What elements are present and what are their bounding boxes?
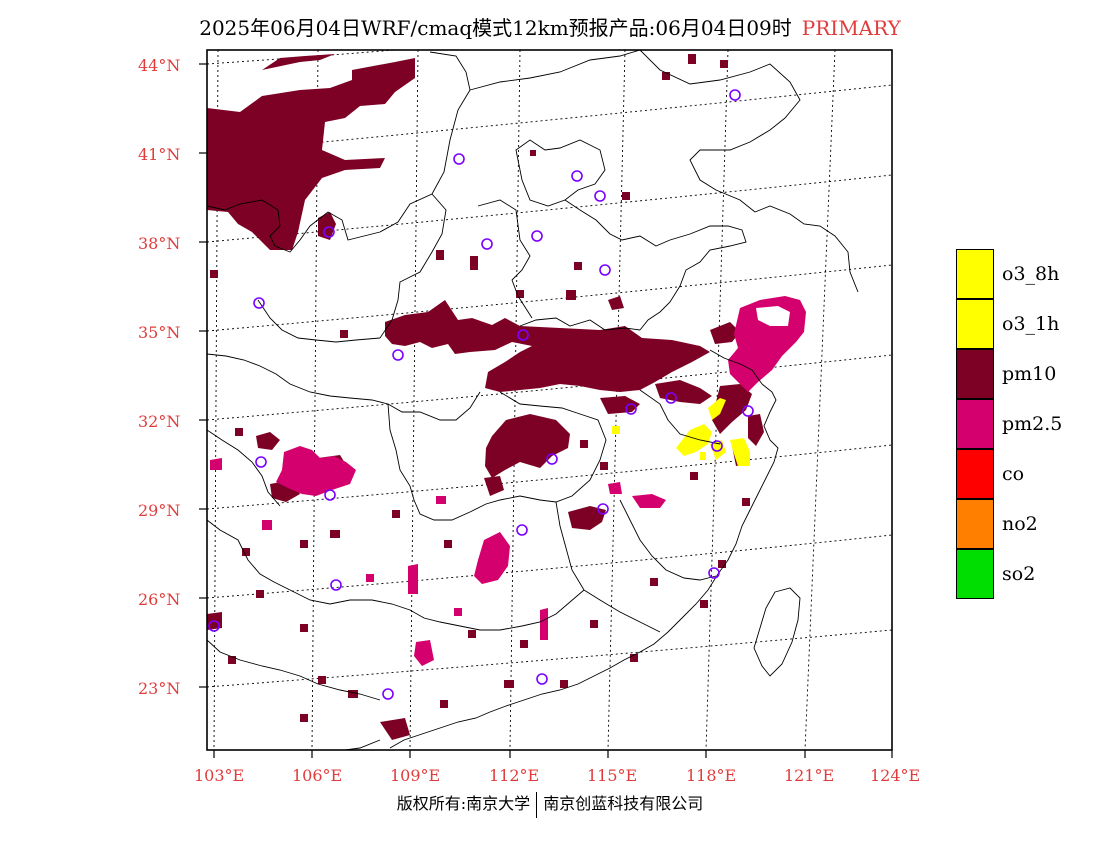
lat-label-38: 38°N [138, 234, 181, 253]
legend-item-co: co [956, 449, 1096, 499]
legend-item-so2: so2 [956, 549, 1096, 599]
legend-label: so2 [1002, 563, 1036, 585]
legend-swatch [956, 349, 994, 399]
legend-label: o3_1h [1002, 313, 1060, 335]
lon-label-106: 106°E [292, 766, 343, 785]
copyright-right: 南京创蓝科技有限公司 [543, 794, 704, 813]
lat-label-23: 23°N [138, 679, 181, 698]
lon-label-103: 103°E [194, 766, 245, 785]
lon-label-118: 118°E [686, 766, 737, 785]
map-title: 2025年06月04日WRF/cmaq模式12km预报产品:06月04日09时 P… [0, 12, 1100, 41]
legend-item-pm10: pm10 [956, 349, 1096, 399]
legend-item-o3-8h: o3_8h [956, 249, 1096, 299]
map-frame [206, 49, 893, 751]
legend-item-no2: no2 [956, 499, 1096, 549]
copyright-separator [536, 791, 538, 818]
legend-label: no2 [1002, 513, 1038, 535]
variable-label: PRIMARY [801, 16, 901, 40]
legend-label: o3_8h [1002, 263, 1060, 285]
copyright-left: 版权所有:南京大学 [396, 794, 531, 813]
legend-label: co [1002, 463, 1025, 485]
lon-label-109: 109°E [390, 766, 441, 785]
lat-label-26: 26°N [138, 590, 181, 609]
legend-swatch [956, 249, 994, 299]
lon-label-124: 124°E [870, 766, 921, 785]
lat-label-41: 41°N [138, 145, 181, 164]
legend-swatch [956, 549, 994, 599]
legend-swatch [956, 499, 994, 549]
lat-label-35: 35°N [138, 323, 181, 342]
legend-swatch [956, 449, 994, 499]
copyright: 版权所有:南京大学 南京创蓝科技有限公司 [0, 790, 1100, 818]
lon-label-115: 115°E [587, 766, 638, 785]
legend-label: pm2.5 [1002, 413, 1063, 435]
axis-ticks [199, 63, 893, 758]
legend-item-o3-1h: o3_1h [956, 299, 1096, 349]
legend-swatch [956, 399, 994, 449]
legend-item-pm25: pm2.5 [956, 399, 1096, 449]
title-text: 2025年06月04日WRF/cmaq模式12km预报产品:06月04日09时 [199, 16, 792, 40]
city-markers [208, 89, 754, 700]
lat-label-32: 32°N [138, 412, 181, 431]
legend-label: pm10 [1002, 363, 1057, 385]
lon-label-121: 121°E [784, 766, 835, 785]
o3-areas [612, 398, 750, 466]
lon-label-112: 112°E [489, 766, 540, 785]
boundaries [207, 50, 859, 750]
scattered-cells [210, 54, 750, 722]
legend-swatch [956, 299, 994, 349]
lat-label-29: 29°N [138, 501, 181, 520]
pm10-areas [207, 54, 764, 740]
lat-label-44: 44°N [138, 56, 181, 75]
legend: o3_8h o3_1h pm10 pm2.5 co no2 so2 [956, 249, 1096, 599]
pm25-areas [210, 296, 806, 666]
